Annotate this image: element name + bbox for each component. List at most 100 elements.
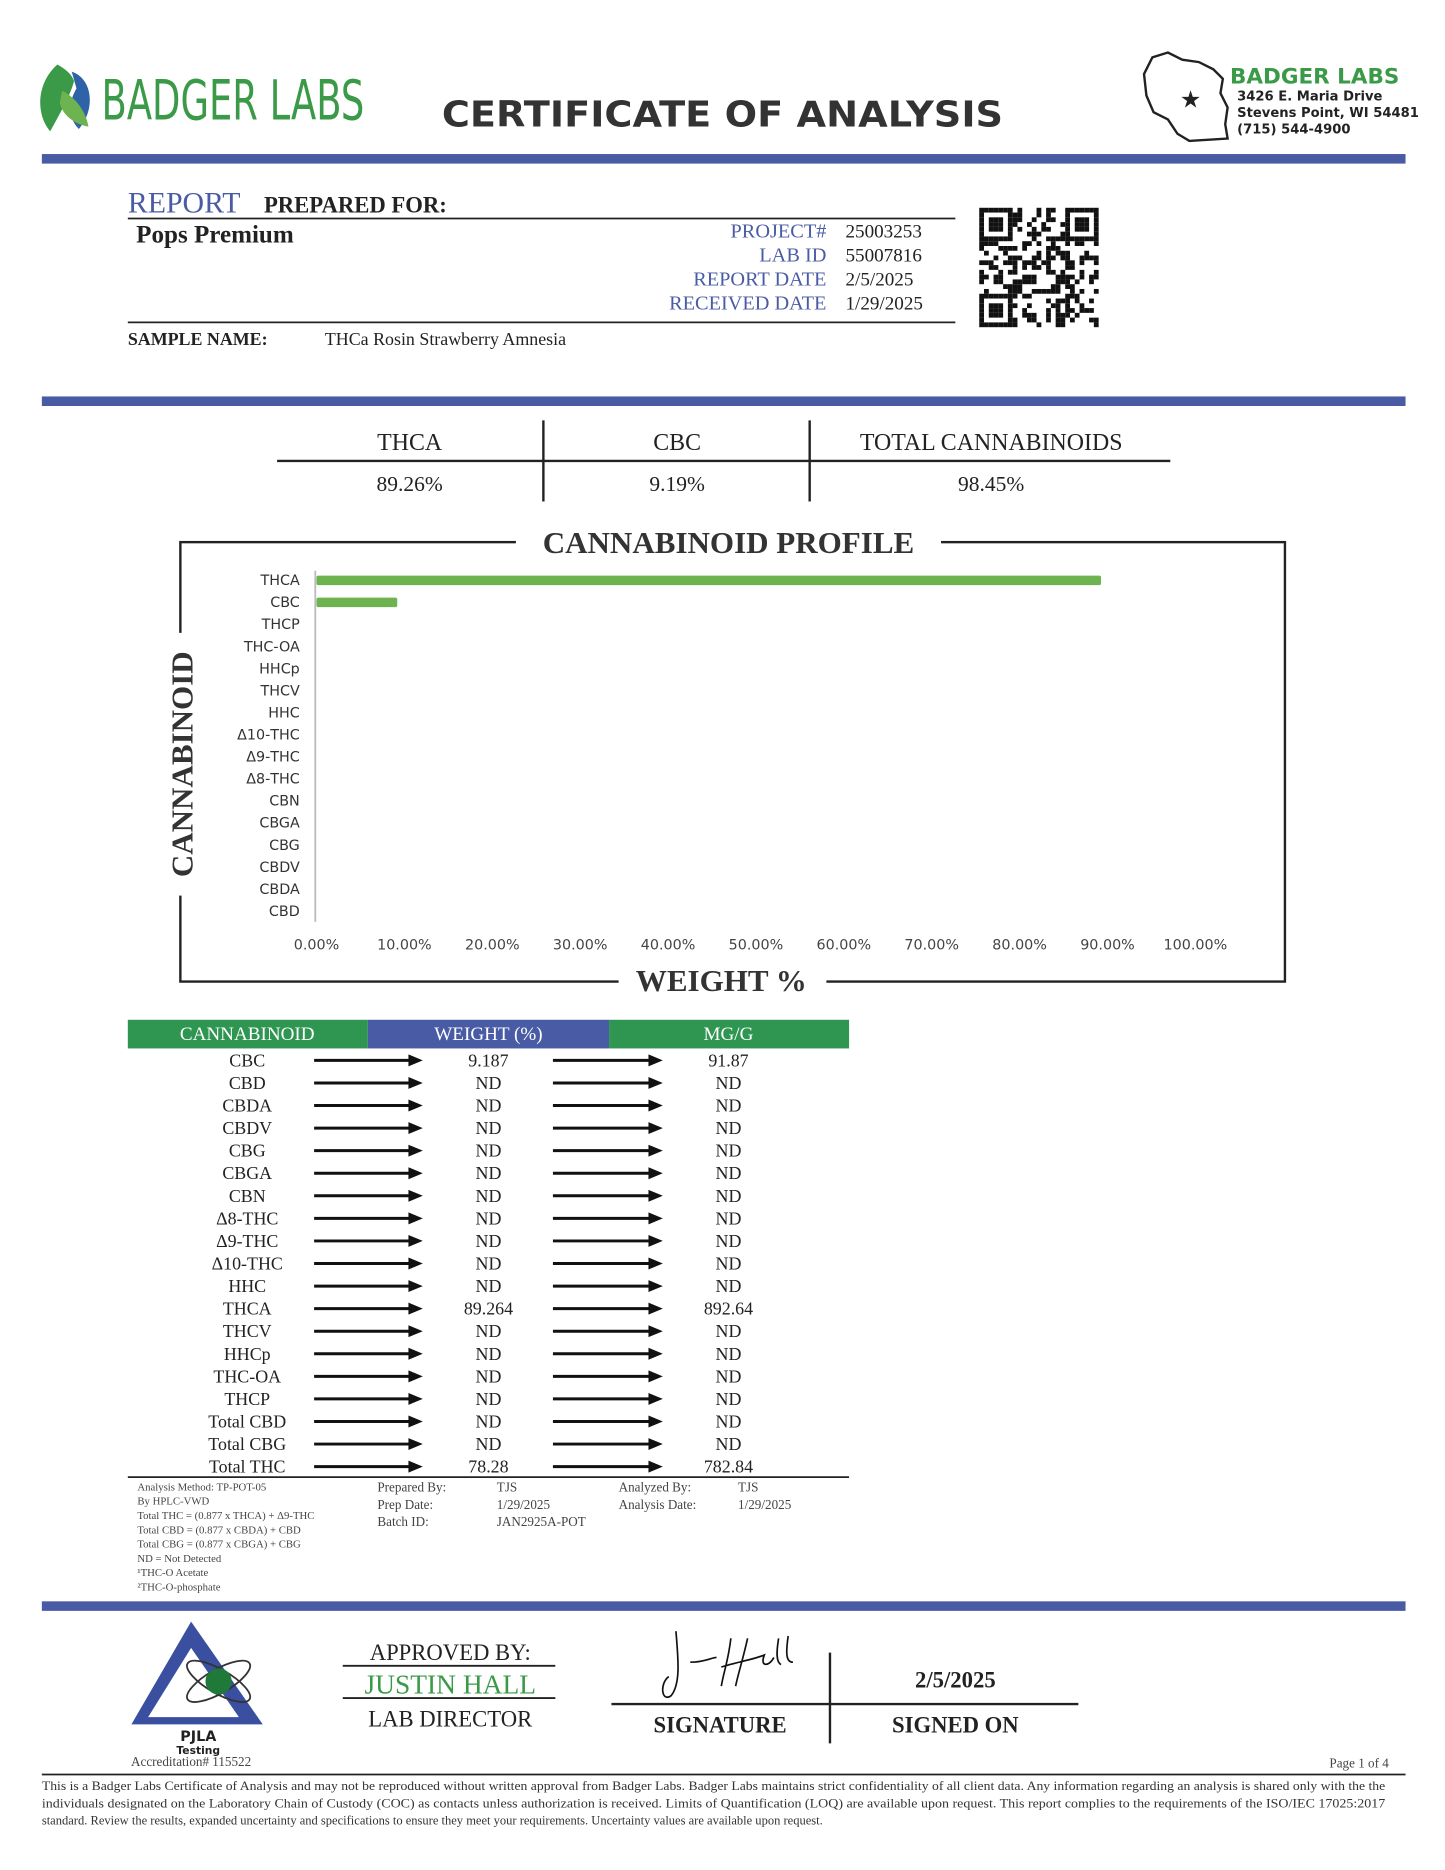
table-cell: 91.87: [708, 1050, 748, 1070]
qr-module: [1055, 284, 1061, 289]
qr-module: [1027, 317, 1032, 323]
arrow-head: [408, 1122, 423, 1135]
qr-module: [1089, 207, 1094, 213]
table-cell: 89.264: [464, 1299, 513, 1319]
qr-module: [1050, 288, 1056, 294]
qr-module: [979, 236, 985, 242]
qr-module: [979, 303, 985, 309]
qr-module: [998, 312, 1004, 318]
x-tick-label: 90.00%: [1080, 937, 1135, 953]
qr-module: [1050, 255, 1056, 261]
analysis-value: 1/29/2025: [738, 1497, 792, 1512]
title-gap: [618, 962, 827, 1001]
qr-module: [1017, 207, 1023, 213]
table-cell: ND: [716, 1141, 742, 1161]
signature: [661, 1631, 794, 1699]
report-heading: PREPARED FOR:: [264, 193, 447, 218]
y-axis-title: CANNABINOID: [164, 651, 199, 877]
qr-module: [979, 317, 985, 323]
table-cell: ND: [716, 1208, 742, 1228]
qr-module: [1017, 255, 1023, 261]
qr-module: [1060, 269, 1066, 275]
qr-module: [1069, 274, 1075, 280]
approver-name: JUSTIN HALL: [364, 1669, 536, 1699]
disclaimer-line: standard. Review the results, expanded u…: [42, 1814, 823, 1828]
arrow-head: [648, 1144, 663, 1157]
qr-module: [1046, 312, 1051, 318]
qr-module: [993, 274, 999, 280]
y-tick-label: CBG: [269, 838, 300, 854]
x-tick-label: 30.00%: [553, 937, 608, 953]
qr-module: [1093, 241, 1099, 246]
qr-module: [998, 308, 1004, 313]
qr-module: [1031, 274, 1037, 280]
qr-module: [1031, 236, 1037, 242]
qr-module: [1046, 260, 1051, 266]
field-label: RECEIVED DATE: [669, 292, 826, 314]
table-cell: CBC: [229, 1050, 265, 1070]
qr-module: [1079, 260, 1085, 266]
table-cell: ND: [716, 1344, 742, 1364]
y-tick-label: THC-OA: [243, 639, 300, 655]
x-tick-label: 10.00%: [377, 937, 432, 953]
qr-module: [1060, 255, 1066, 261]
qr-module: [1060, 274, 1066, 280]
qr-module: [1060, 222, 1066, 227]
qr-module: [1022, 279, 1028, 285]
qr-module: [1069, 308, 1075, 313]
divider-bar: [41, 1601, 1406, 1611]
qr-module: [1065, 312, 1070, 318]
qr-module: [1065, 250, 1070, 256]
qr-module: [988, 265, 994, 270]
qr-module: [984, 293, 989, 299]
qr-module: [988, 312, 994, 318]
y-tick-label: Δ9-THC: [246, 750, 300, 766]
qr-module: [988, 236, 994, 242]
y-tick-label: CBGA: [259, 816, 300, 832]
qr-module: [1093, 226, 1099, 232]
table-cell: Δ8-THC: [216, 1208, 278, 1228]
table-cell: THCV: [223, 1321, 272, 1341]
qr-module: [1089, 308, 1094, 313]
x-tick-label: 70.00%: [904, 937, 959, 953]
qr-module: [979, 298, 985, 304]
arrow-head: [408, 1054, 423, 1067]
arrow-head: [408, 1415, 423, 1428]
table-cell: ND: [716, 1253, 742, 1273]
sample-name: THCa Rosin Strawberry Amnesia: [325, 329, 566, 349]
qr-module: [1007, 245, 1013, 251]
table-cell: ND: [716, 1434, 742, 1454]
qr-module: [998, 303, 1004, 309]
arrow-head: [648, 1415, 663, 1428]
qr-module: [1022, 260, 1028, 266]
qr-module: [1027, 279, 1032, 285]
qr-module: [993, 236, 999, 242]
qr-module: [1036, 250, 1042, 256]
table-cell: CBN: [229, 1186, 266, 1206]
qr-module: [979, 269, 985, 275]
table-cell: THCA: [223, 1299, 272, 1319]
qr-module: [993, 303, 999, 309]
table-cell: ND: [476, 1344, 502, 1364]
table-cell: ND: [476, 1389, 502, 1409]
accreditation: Accreditation# 115522: [131, 1754, 251, 1769]
qr-module: [993, 265, 999, 270]
qr-module: [1022, 265, 1028, 270]
logo-icon: [40, 64, 90, 132]
qr-module: [1065, 298, 1070, 304]
qr-module: [1065, 217, 1070, 223]
qr-module: [1055, 303, 1061, 309]
y-tick-label: CBN: [269, 794, 300, 810]
arrow-head: [408, 1392, 423, 1405]
qr-module: [1007, 308, 1013, 313]
qr-module: [1027, 222, 1032, 227]
qr-module: [1046, 245, 1051, 251]
qr-module: [1065, 255, 1070, 261]
qr-module: [979, 322, 985, 328]
sample-name-label: SAMPLE NAME:: [128, 329, 268, 349]
qr-module: [1089, 298, 1094, 304]
pjla-text: PJLA: [180, 1729, 216, 1745]
x-tick-label: 20.00%: [465, 937, 520, 953]
state-outline: [1142, 51, 1230, 143]
qr-module: [1074, 293, 1080, 299]
